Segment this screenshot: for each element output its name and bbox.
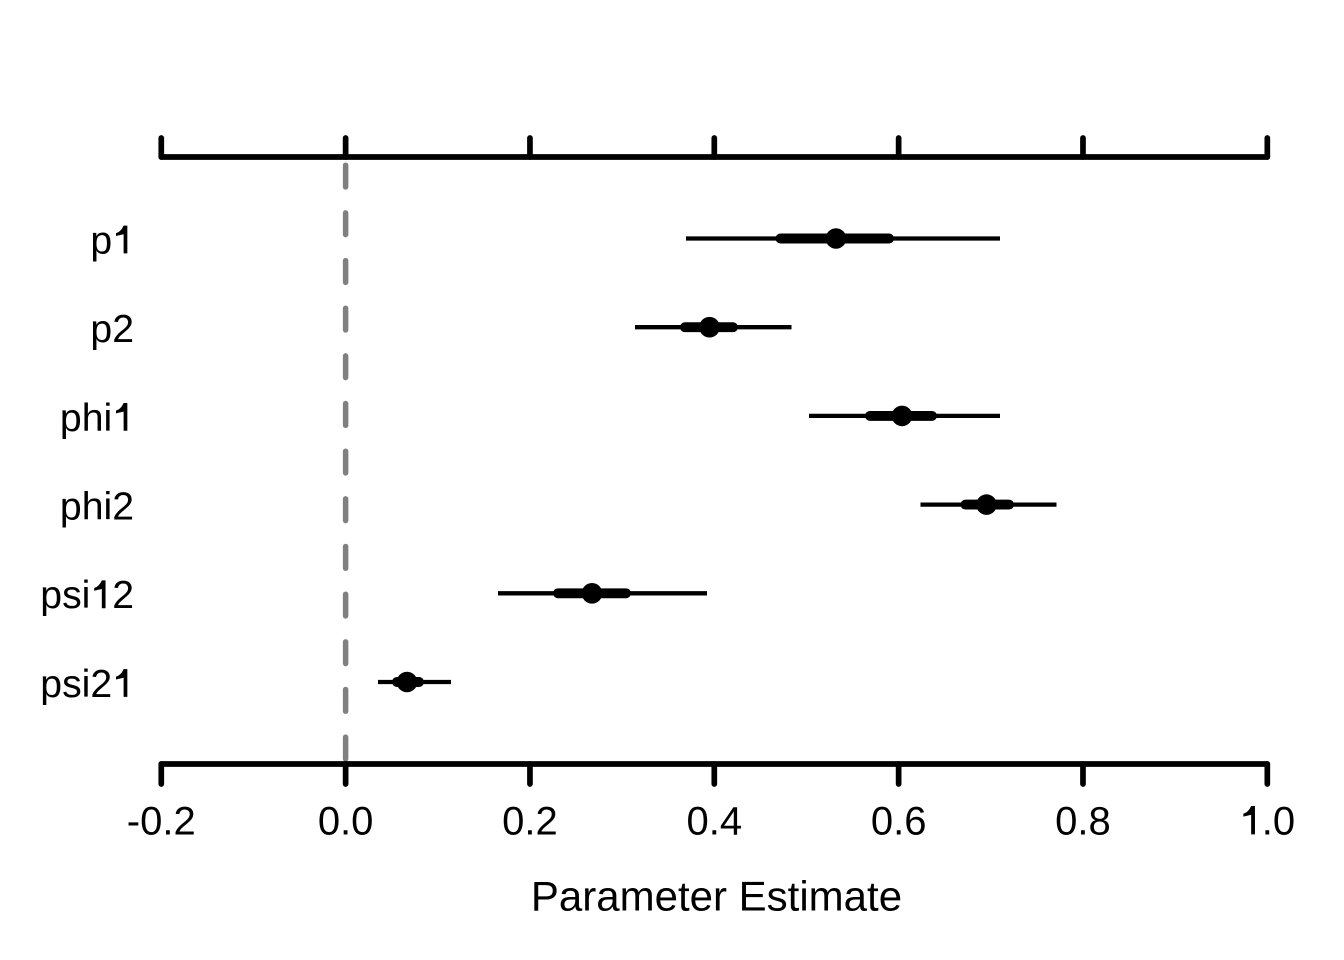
svg-text:p: p xyxy=(90,219,112,262)
svg-text:phi: phi xyxy=(60,397,112,440)
svg-text:0.4: 0.4 xyxy=(686,799,742,843)
svg-text:-0.2: -0.2 xyxy=(127,799,196,843)
svg-text:phi2: phi2 xyxy=(60,486,134,529)
svg-text:.0: .0 xyxy=(1262,799,1295,843)
svg-text:0.2: 0.2 xyxy=(502,799,558,843)
svg-text:p2: p2 xyxy=(90,308,134,351)
svg-text:psi: psi xyxy=(40,574,90,617)
svg-text:Parameter Estimate: Parameter Estimate xyxy=(531,873,902,920)
svg-text:2: 2 xyxy=(112,574,134,617)
svg-text:0.0: 0.0 xyxy=(318,799,374,843)
svg-text:psi2: psi2 xyxy=(40,663,112,706)
svg-text:0.6: 0.6 xyxy=(871,799,927,843)
svg-text:0.8: 0.8 xyxy=(1055,799,1111,843)
